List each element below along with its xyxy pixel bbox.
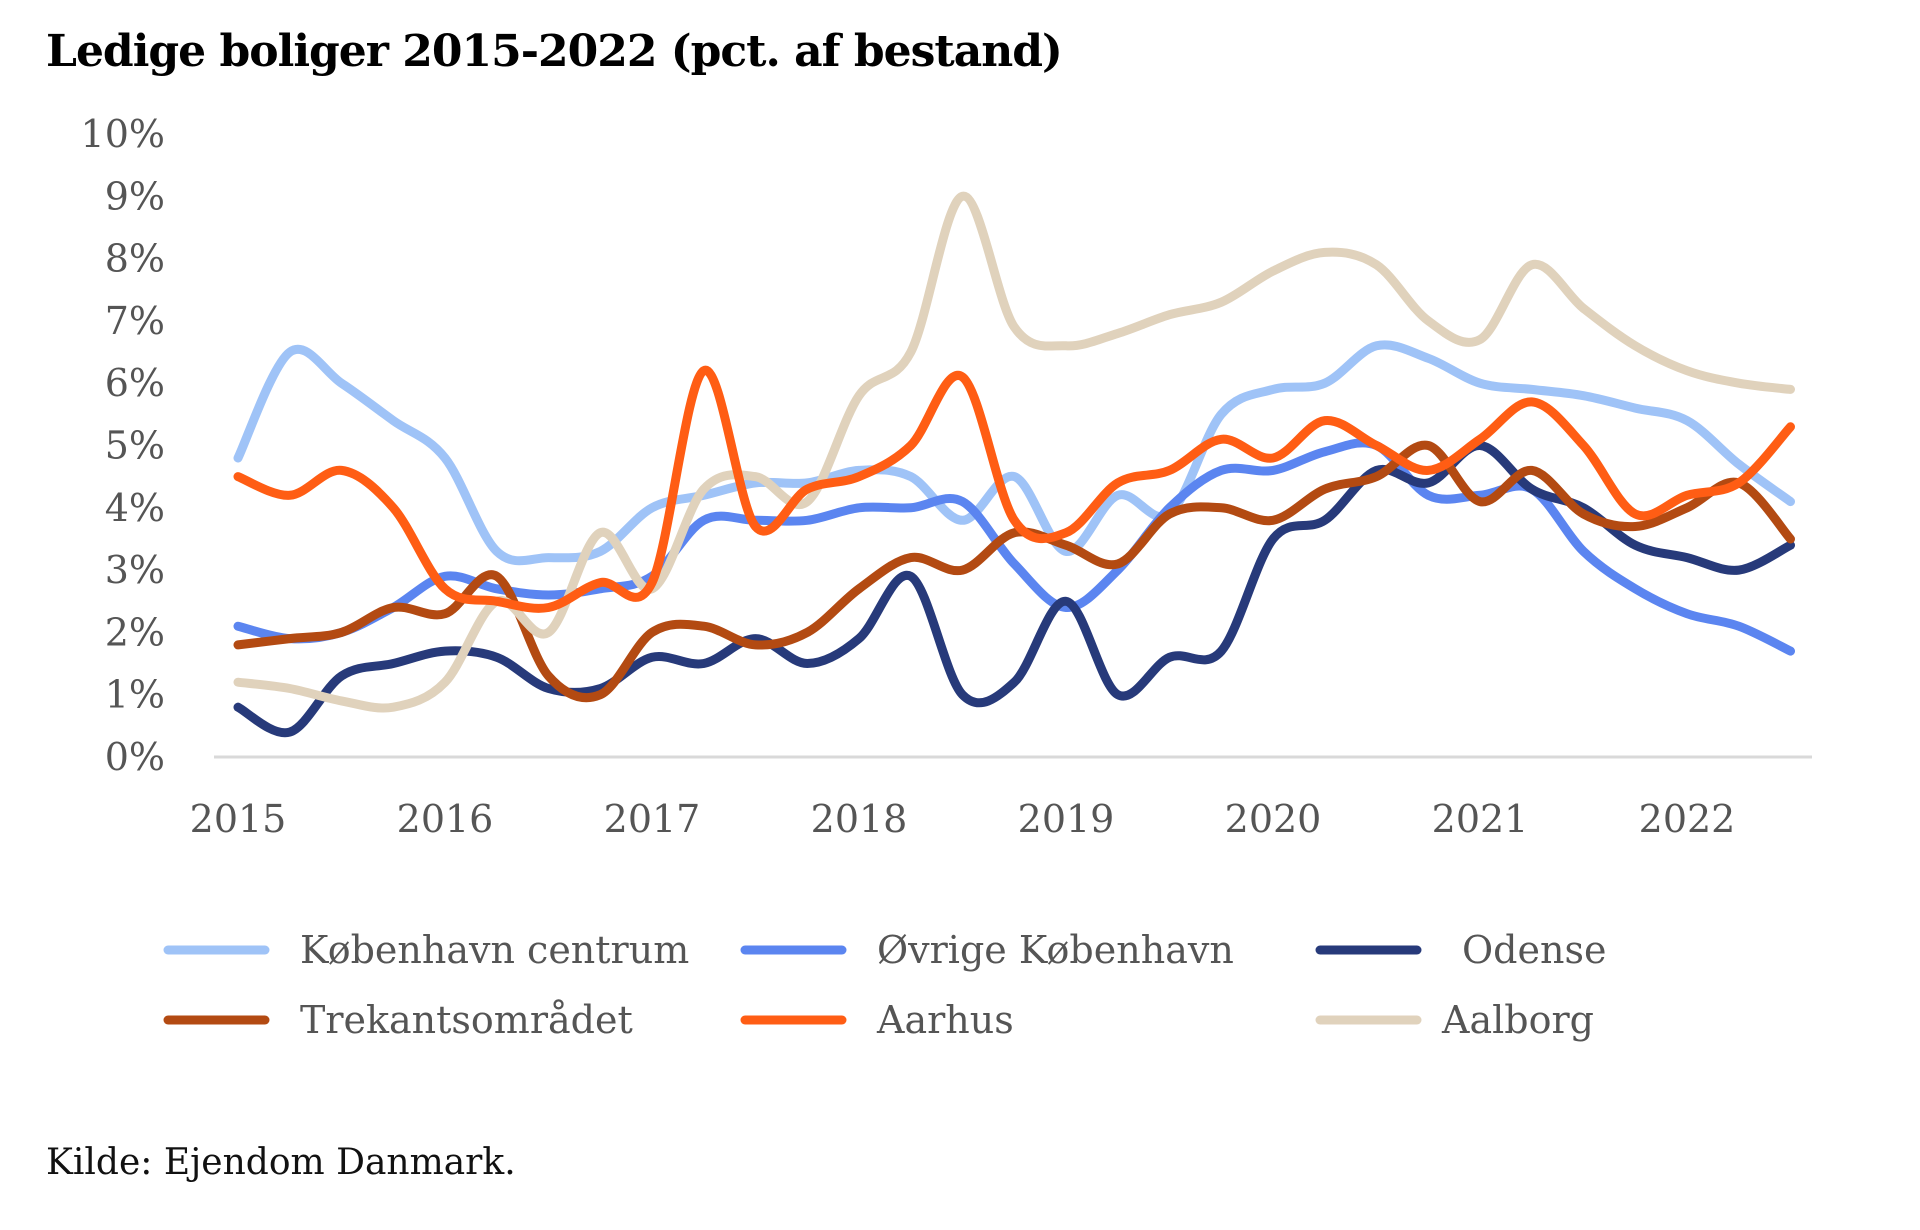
y-tick-label: 5% xyxy=(105,424,165,468)
y-tick-label: 9% xyxy=(105,174,165,218)
y-tick-label: 6% xyxy=(105,361,165,405)
y-tick-label: 7% xyxy=(105,299,165,343)
x-axis-ticks: 2015 2016 2017 2018 2019 2020 2021 2022 xyxy=(190,797,1736,841)
x-tick-label: 2016 xyxy=(397,797,494,841)
y-axis-ticks: 0% 1% 2% 3% 4% 5% 6% 7% 8% 9% 10% xyxy=(81,112,165,779)
series-line-0 xyxy=(233,340,1795,566)
legend-label-5: Aalborg xyxy=(1441,998,1594,1042)
legend-label-2: Odense xyxy=(1462,928,1606,972)
series-line-4 xyxy=(233,366,1795,613)
series-line-5 xyxy=(233,191,1795,713)
y-tick-label: 3% xyxy=(105,548,165,592)
x-tick-label: 2020 xyxy=(1225,797,1322,841)
series-line-2 xyxy=(233,441,1795,738)
series-lines xyxy=(233,191,1795,738)
y-tick-label: 0% xyxy=(105,735,165,779)
source-note: Kilde: Ejendom Danmark. xyxy=(46,1142,516,1183)
y-tick-label: 10% xyxy=(81,112,165,156)
legend-label-4: Aarhus xyxy=(876,998,1014,1042)
y-tick-label: 1% xyxy=(105,673,165,717)
y-tick-label: 8% xyxy=(105,237,165,281)
x-tick-label: 2018 xyxy=(811,797,908,841)
x-tick-label: 2021 xyxy=(1432,797,1529,841)
chart-title: Ledige boliger 2015-2022 (pct. af bestan… xyxy=(46,26,1063,77)
legend: København centrum Øvrige København Odense T… xyxy=(163,928,1606,1042)
legend-label-3: Trekantsområdet xyxy=(300,998,633,1042)
x-tick-label: 2015 xyxy=(190,797,287,841)
x-tick-label: 2022 xyxy=(1639,797,1736,841)
legend-label-0: København centrum xyxy=(300,928,689,972)
legend-label-1: Øvrige København xyxy=(877,928,1234,972)
y-tick-label: 2% xyxy=(105,610,165,654)
y-tick-label: 4% xyxy=(105,486,165,530)
series-line-3 xyxy=(233,440,1795,703)
x-tick-label: 2017 xyxy=(604,797,701,841)
x-tick-label: 2019 xyxy=(1018,797,1115,841)
